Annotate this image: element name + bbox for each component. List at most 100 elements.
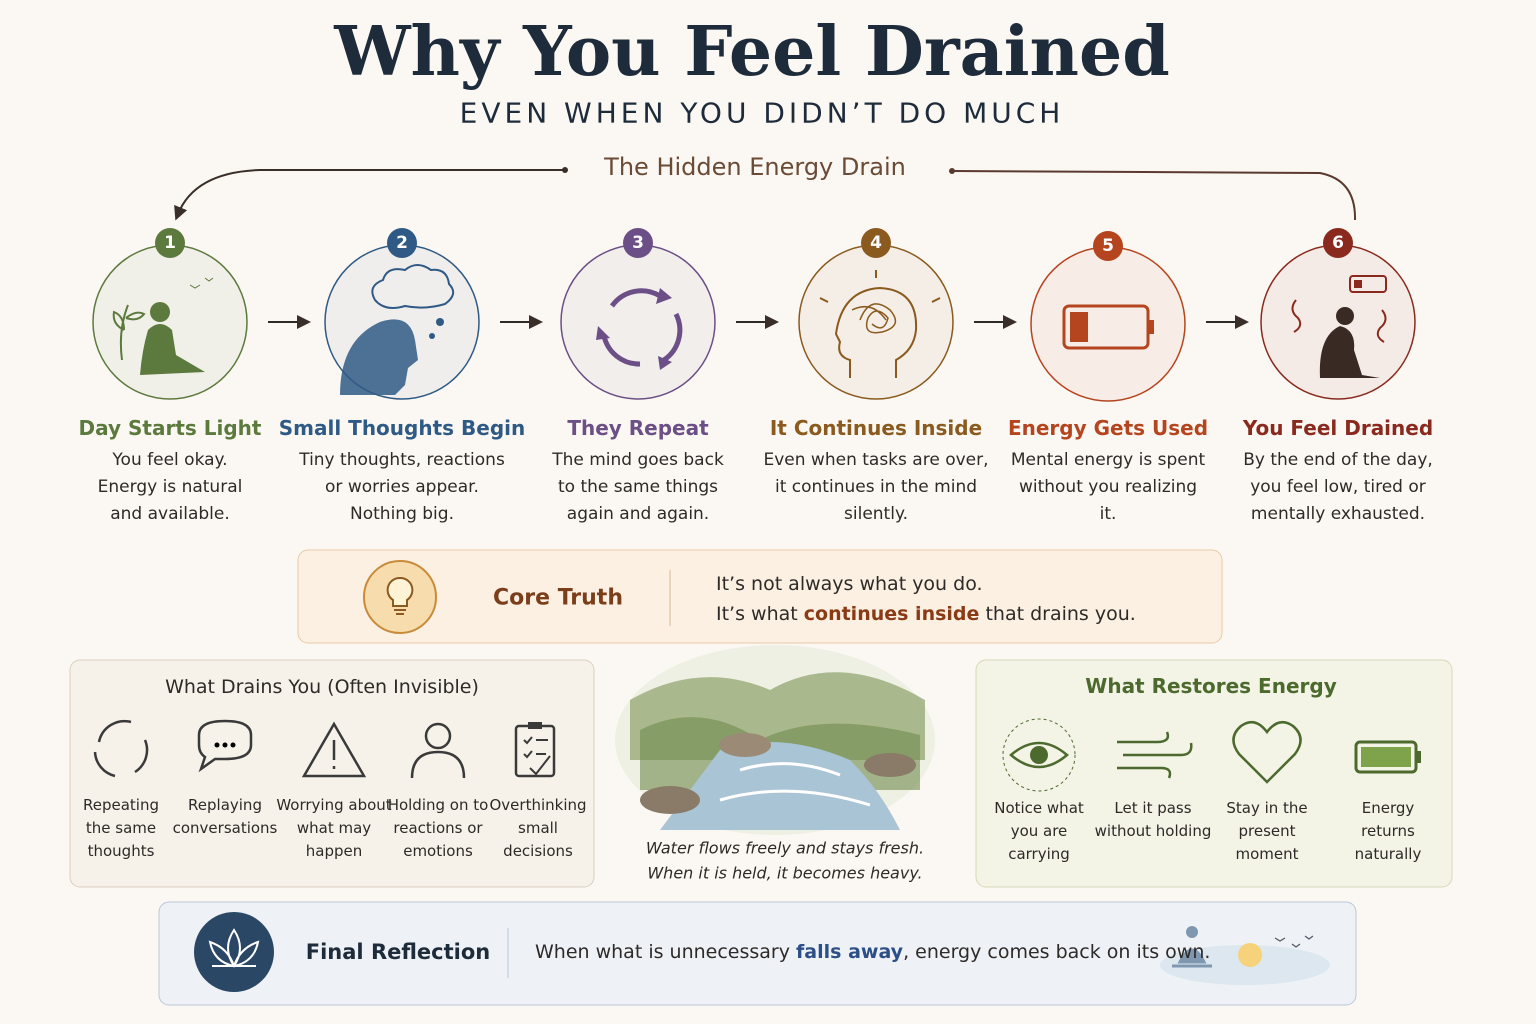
step-text: and available.	[110, 504, 230, 524]
step-text: Mental energy is spent	[1010, 450, 1206, 470]
drain-label: emotions	[403, 842, 473, 860]
step-text: you feel low, tired or	[1250, 477, 1426, 497]
step-text: to the same things	[557, 477, 719, 497]
drain-icon	[514, 722, 556, 778]
drain-icon	[93, 719, 149, 778]
restore-label: carrying	[1008, 845, 1070, 863]
restore-label: without holding	[1094, 822, 1212, 840]
step-text: By the end of the day,	[1243, 450, 1433, 470]
text-part: , energy comes back on its own.	[903, 941, 1211, 963]
final-text: When what is unnecessary falls away, ene…	[535, 941, 1210, 963]
step-text: it.	[1099, 504, 1117, 524]
drain-icon	[301, 721, 367, 778]
drain-label: happen	[305, 842, 363, 860]
drains-box	[69, 659, 595, 888]
step-number: 2	[396, 233, 408, 253]
drain-label: conversations	[172, 819, 278, 837]
drain-label: reactions or	[393, 819, 483, 837]
core-label: Core Truth	[493, 585, 623, 611]
restore-icon	[1002, 718, 1076, 792]
restore-label: naturally	[1354, 845, 1422, 863]
step-number: 6	[1332, 233, 1344, 253]
step-number: 1	[164, 233, 176, 253]
core-text: It’s what continues inside that drains y…	[716, 603, 1136, 625]
drain-label: Holding on to	[387, 796, 489, 814]
core-text: It’s not always what you do.	[716, 573, 983, 595]
dot	[562, 167, 568, 173]
drain-label: Replaying	[188, 796, 262, 814]
step-circle	[324, 228, 480, 400]
text-part: When what is unnecessary	[535, 941, 797, 963]
step-text: Nothing big.	[350, 504, 454, 524]
title: Why You Feel Drained	[334, 12, 1170, 92]
step-title: They Repeat	[567, 416, 709, 440]
step-text: it continues in the mind	[774, 477, 978, 497]
meditation-scene	[1160, 926, 1330, 985]
step-circle	[560, 228, 716, 400]
step-text: Tiny thoughts, reactions	[299, 450, 505, 470]
drain-label: thoughts	[87, 842, 155, 860]
final-box	[158, 901, 1357, 1006]
text-part: continues inside	[803, 603, 980, 625]
step-number: 5	[1102, 236, 1114, 256]
step-text: or worries appear.	[325, 477, 479, 497]
step-text: You feel okay.	[112, 450, 228, 470]
core-box	[297, 549, 1223, 644]
step-text: The mind goes back	[552, 450, 724, 470]
text-part: falls away	[796, 941, 904, 963]
step-text: without you realizing	[1018, 477, 1198, 497]
final-label: Final Reflection	[305, 940, 491, 964]
step-title: It Continues Inside	[769, 416, 983, 440]
river-image	[615, 645, 935, 835]
restores-box	[975, 659, 1453, 888]
restore-label: returns	[1361, 822, 1415, 840]
cycle-arrow	[174, 169, 565, 221]
step-text: Even when tasks are over,	[763, 450, 989, 470]
step-circle	[1030, 231, 1186, 402]
step-title: Small Thoughts Begin	[278, 416, 526, 440]
drain-label: Overthinking	[489, 796, 587, 814]
text-part: that drains you.	[979, 603, 1136, 625]
drain-label: the same	[85, 819, 157, 837]
drain-label: small	[518, 819, 558, 837]
restore-icon	[1232, 720, 1302, 784]
cycle-arrow	[951, 170, 1357, 221]
drains-title: What Drains You (Often Invisible)	[165, 676, 479, 698]
step-title: Energy Gets Used	[1007, 416, 1209, 440]
restore-label: Energy	[1361, 799, 1415, 817]
text-part: It’s what	[716, 603, 804, 625]
step-number: 3	[632, 233, 644, 253]
step-text: silently.	[844, 504, 908, 524]
restore-icon	[1354, 740, 1421, 774]
restore-label: present	[1238, 822, 1296, 840]
dot	[949, 168, 955, 174]
step-circle	[92, 228, 248, 400]
step-text: again and again.	[566, 504, 710, 524]
restore-label: moment	[1235, 845, 1299, 863]
drain-label: what may	[296, 819, 372, 837]
restores-title: What Restores Energy	[1085, 674, 1337, 698]
drain-label: Repeating	[83, 796, 159, 814]
restore-label: Notice what	[994, 799, 1084, 817]
bulb	[386, 576, 414, 615]
step-title: Day Starts Light	[78, 416, 262, 440]
subtitle: EVEN WHEN YOU DIDN’T DO MUCH	[459, 96, 1065, 130]
step-text: Energy is natural	[97, 477, 243, 497]
image-caption: Water flows freely and stays fresh.	[645, 838, 925, 858]
restore-icon	[1117, 731, 1193, 779]
step-title: You Feel Drained	[1242, 416, 1434, 440]
lotus	[208, 928, 260, 968]
lotus-icon	[194, 912, 274, 992]
drain-icon	[410, 722, 466, 779]
drain-label: decisions	[503, 842, 573, 860]
restore-label: you are	[1010, 822, 1068, 840]
step-circle	[798, 228, 954, 400]
drain-label: Worrying about	[276, 796, 392, 814]
restore-label: Let it pass	[1114, 799, 1192, 817]
step-circle	[1260, 228, 1416, 400]
step-text: mentally exhausted.	[1250, 504, 1426, 524]
drain-icon	[197, 719, 253, 773]
restore-label: Stay in the	[1226, 799, 1308, 817]
